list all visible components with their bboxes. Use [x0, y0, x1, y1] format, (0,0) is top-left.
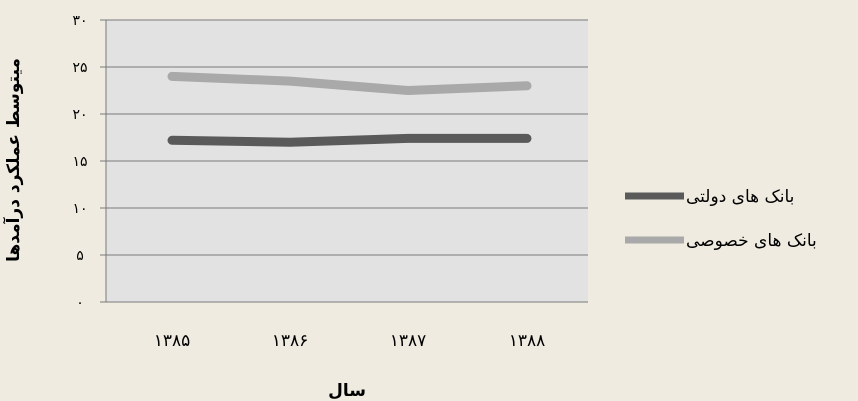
y-axis-label: میتوسط عملکرد درآمدها: [2, 58, 24, 262]
x-tick-label: ۱۳۸۵: [154, 331, 191, 351]
legend-label: بانک های دولتی: [686, 187, 794, 207]
y-tick-label: ۲۰: [72, 107, 87, 123]
legend: بانک های دولتی بانک های خصوصی: [625, 187, 817, 251]
x-axis-ticks: ۱۳۸۵ ۱۳۸۶ ۱۳۸۷ ۱۳۸۸: [154, 331, 546, 351]
y-tick-label: ۰: [76, 295, 84, 311]
gridlines: [100, 19, 588, 303]
y-tick-label: ۲۵: [72, 60, 87, 76]
y-axis-ticks: ۰ ۵ ۱۰ ۱۵ ۲۰ ۲۵ ۳۰: [72, 13, 87, 311]
x-tick-label: ۱۳۸۶: [272, 331, 309, 351]
x-tick-label: ۱۳۸۷: [390, 331, 427, 351]
y-tick-label: ۱۰: [72, 201, 87, 217]
series-lines: [167, 71, 532, 147]
y-tick-label: ۵: [76, 248, 84, 264]
x-axis-label: سال: [328, 381, 366, 401]
y-tick-label: ۱۵: [72, 154, 87, 170]
series-line: [167, 133, 532, 147]
y-tick-label: ۳۰: [72, 13, 87, 29]
series-line: [167, 71, 532, 95]
x-tick-label: ۱۳۸۸: [509, 331, 546, 351]
legend-label: بانک های خصوصی: [686, 231, 817, 251]
